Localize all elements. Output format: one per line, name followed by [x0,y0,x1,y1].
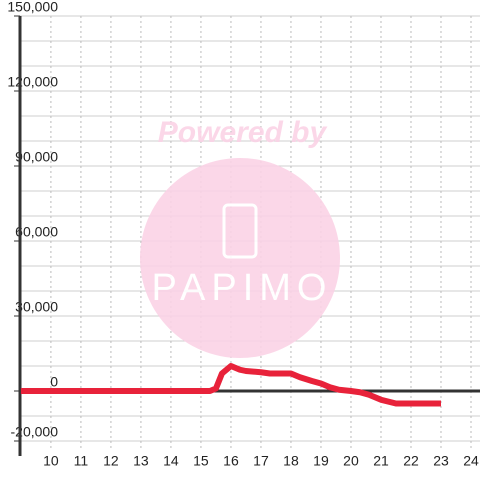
x-tick-label: 11 [74,453,89,469]
x-tick-label: 19 [313,453,329,469]
x-tick-label: 21 [373,453,389,469]
watermark: Powered by PAPIMO [140,116,340,358]
x-tick-label: 12 [103,453,119,469]
x-tick-label: 22 [403,453,419,469]
y-tick-label: 90,000 [15,149,58,165]
x-tick-label: 13 [133,453,149,469]
x-tick-label: 24 [463,453,479,469]
y-tick-label: 0 [50,374,58,390]
y-tick-label: -20,000 [11,424,59,440]
y-tick-label: 60,000 [15,224,58,240]
y-tick-label: 120,000 [7,74,58,90]
x-tick-label: 16 [223,453,239,469]
x-tick-label: 10 [43,453,59,469]
x-tick-label: 20 [343,453,359,469]
x-tick-label: 18 [283,453,299,469]
line [20,363,441,407]
y-tick-label: 30,000 [15,299,58,315]
x-tick-label: 23 [433,453,449,469]
x-tick-label: 17 [253,453,269,469]
x-tick-label: 15 [193,453,209,469]
watermark-bottom: PAPIMO [152,267,333,309]
y-tick-label: 150,000 [7,0,58,15]
x-tick-label: 14 [163,453,179,469]
watermark-top: Powered by [158,116,328,149]
